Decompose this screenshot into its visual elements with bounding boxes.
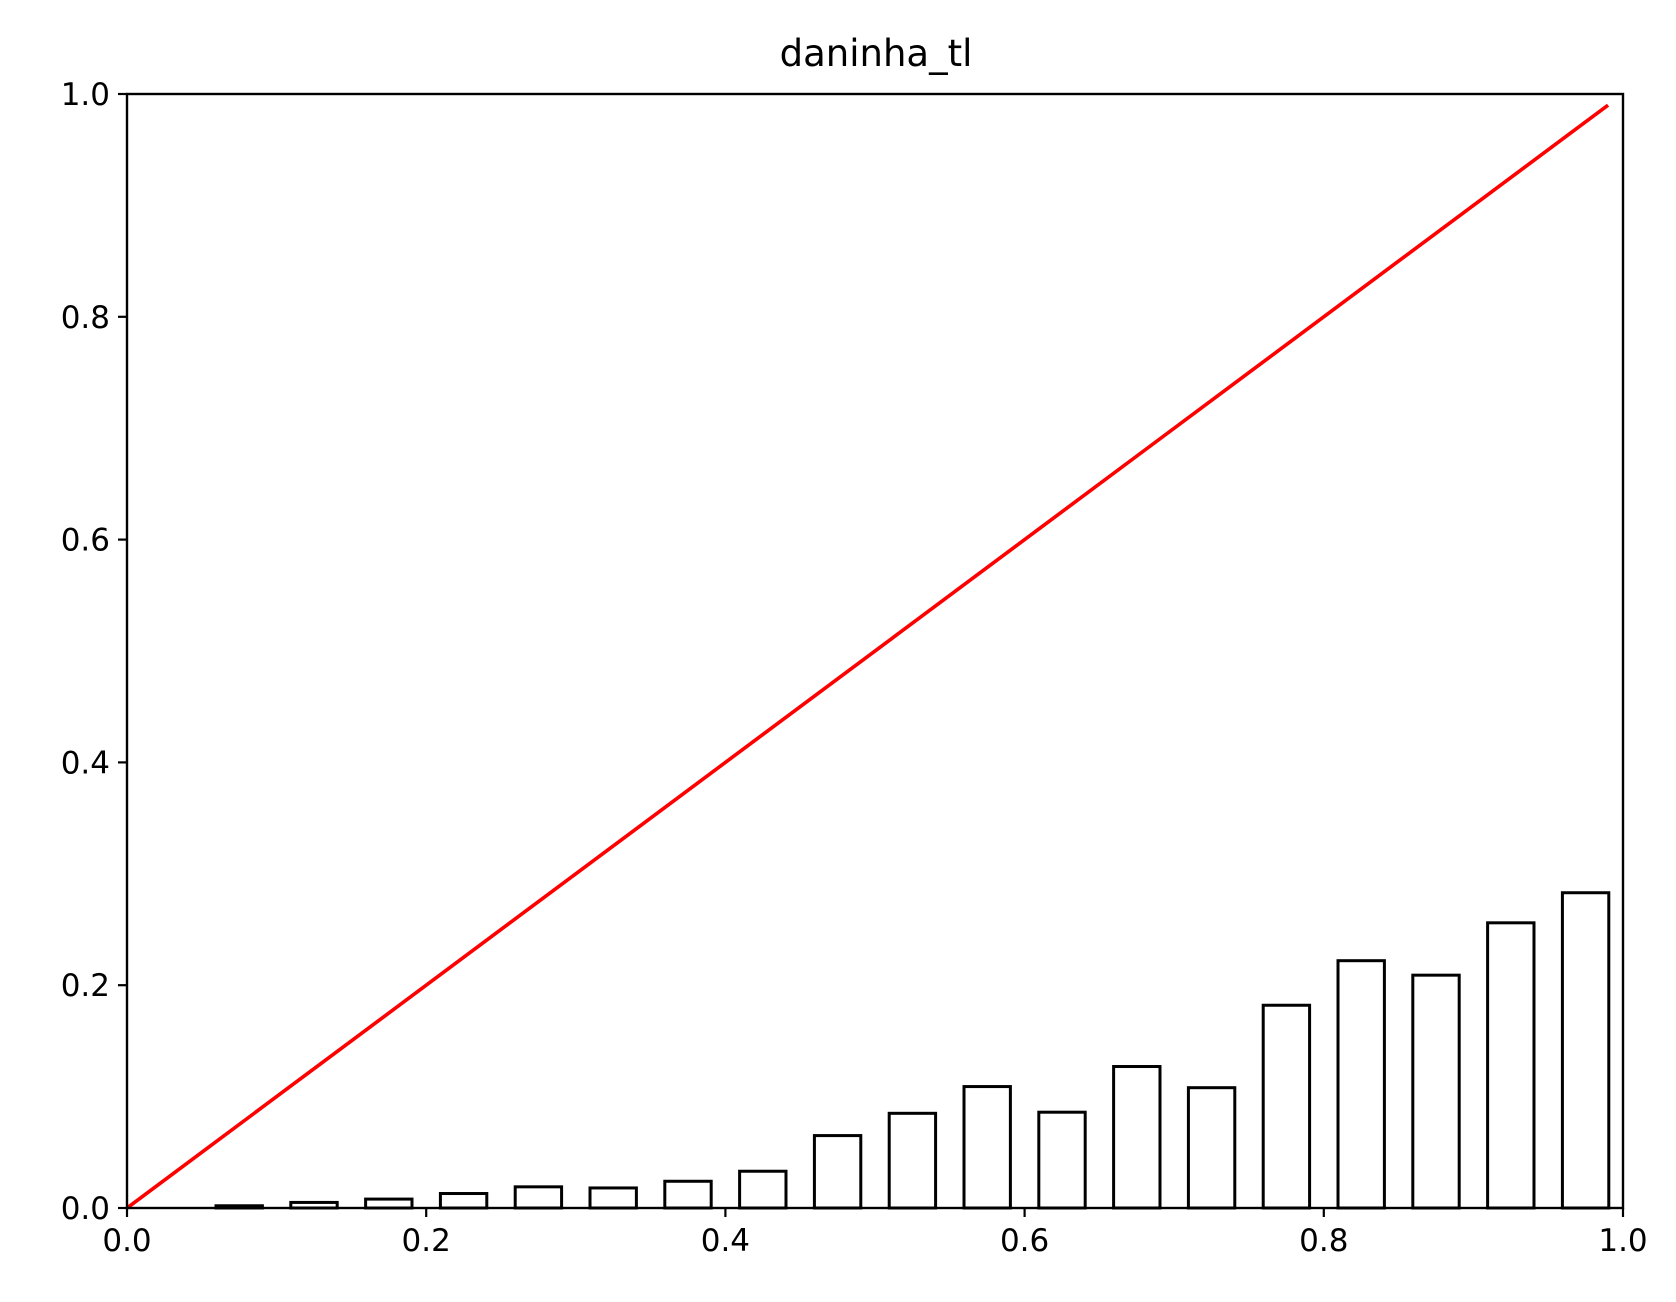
bar-11 [962,1085,1012,1210]
x-tick-label-3: 0.6 [1000,1223,1049,1259]
y-tick-label-0: 0.0 [61,1191,110,1227]
chart-title: daninha_tl [780,32,973,75]
plot-frame [125,92,1625,1210]
bar-5 [513,1185,564,1210]
y-tick-label-3: 0.6 [61,523,110,559]
y-tick-label-4: 0.8 [61,300,110,336]
bar-4 [438,1192,489,1210]
y-tick-label-2: 0.4 [61,745,110,781]
bar-13 [1112,1065,1162,1210]
bar-17 [1411,973,1461,1210]
x-tick-label-1: 0.2 [402,1223,451,1259]
bar-6 [588,1186,638,1210]
bar-3 [364,1197,414,1210]
bar-8 [738,1169,788,1210]
bar-18 [1486,921,1536,1210]
bar-19 [1560,891,1611,1210]
x-tick-label-5: 1.0 [1598,1223,1647,1259]
y-tick-label-5: 1.0 [61,77,110,113]
bar-15 [1261,1003,1312,1210]
x-tick-label-0: 0.0 [102,1223,151,1259]
x-axis-ticks: 0.0 0.2 0.4 0.6 0.8 1.0 [102,1208,1648,1259]
bar-7 [663,1179,713,1210]
bar-16 [1336,959,1386,1210]
bar-12 [1037,1110,1087,1210]
reference-line-layer [125,103,1610,1210]
bar-9 [812,1134,863,1210]
x-tick-label-4: 0.8 [1299,1223,1348,1259]
y-axis-ticks: 0.0 0.2 0.4 0.6 0.8 1.0 [61,77,127,1227]
bar-14 [1186,1086,1237,1210]
reference-line [125,103,1610,1210]
bar-10 [887,1111,938,1210]
y-tick-label-1: 0.2 [61,968,110,1004]
bars-layer [214,891,1611,1210]
x-tick-label-2: 0.4 [701,1223,750,1259]
